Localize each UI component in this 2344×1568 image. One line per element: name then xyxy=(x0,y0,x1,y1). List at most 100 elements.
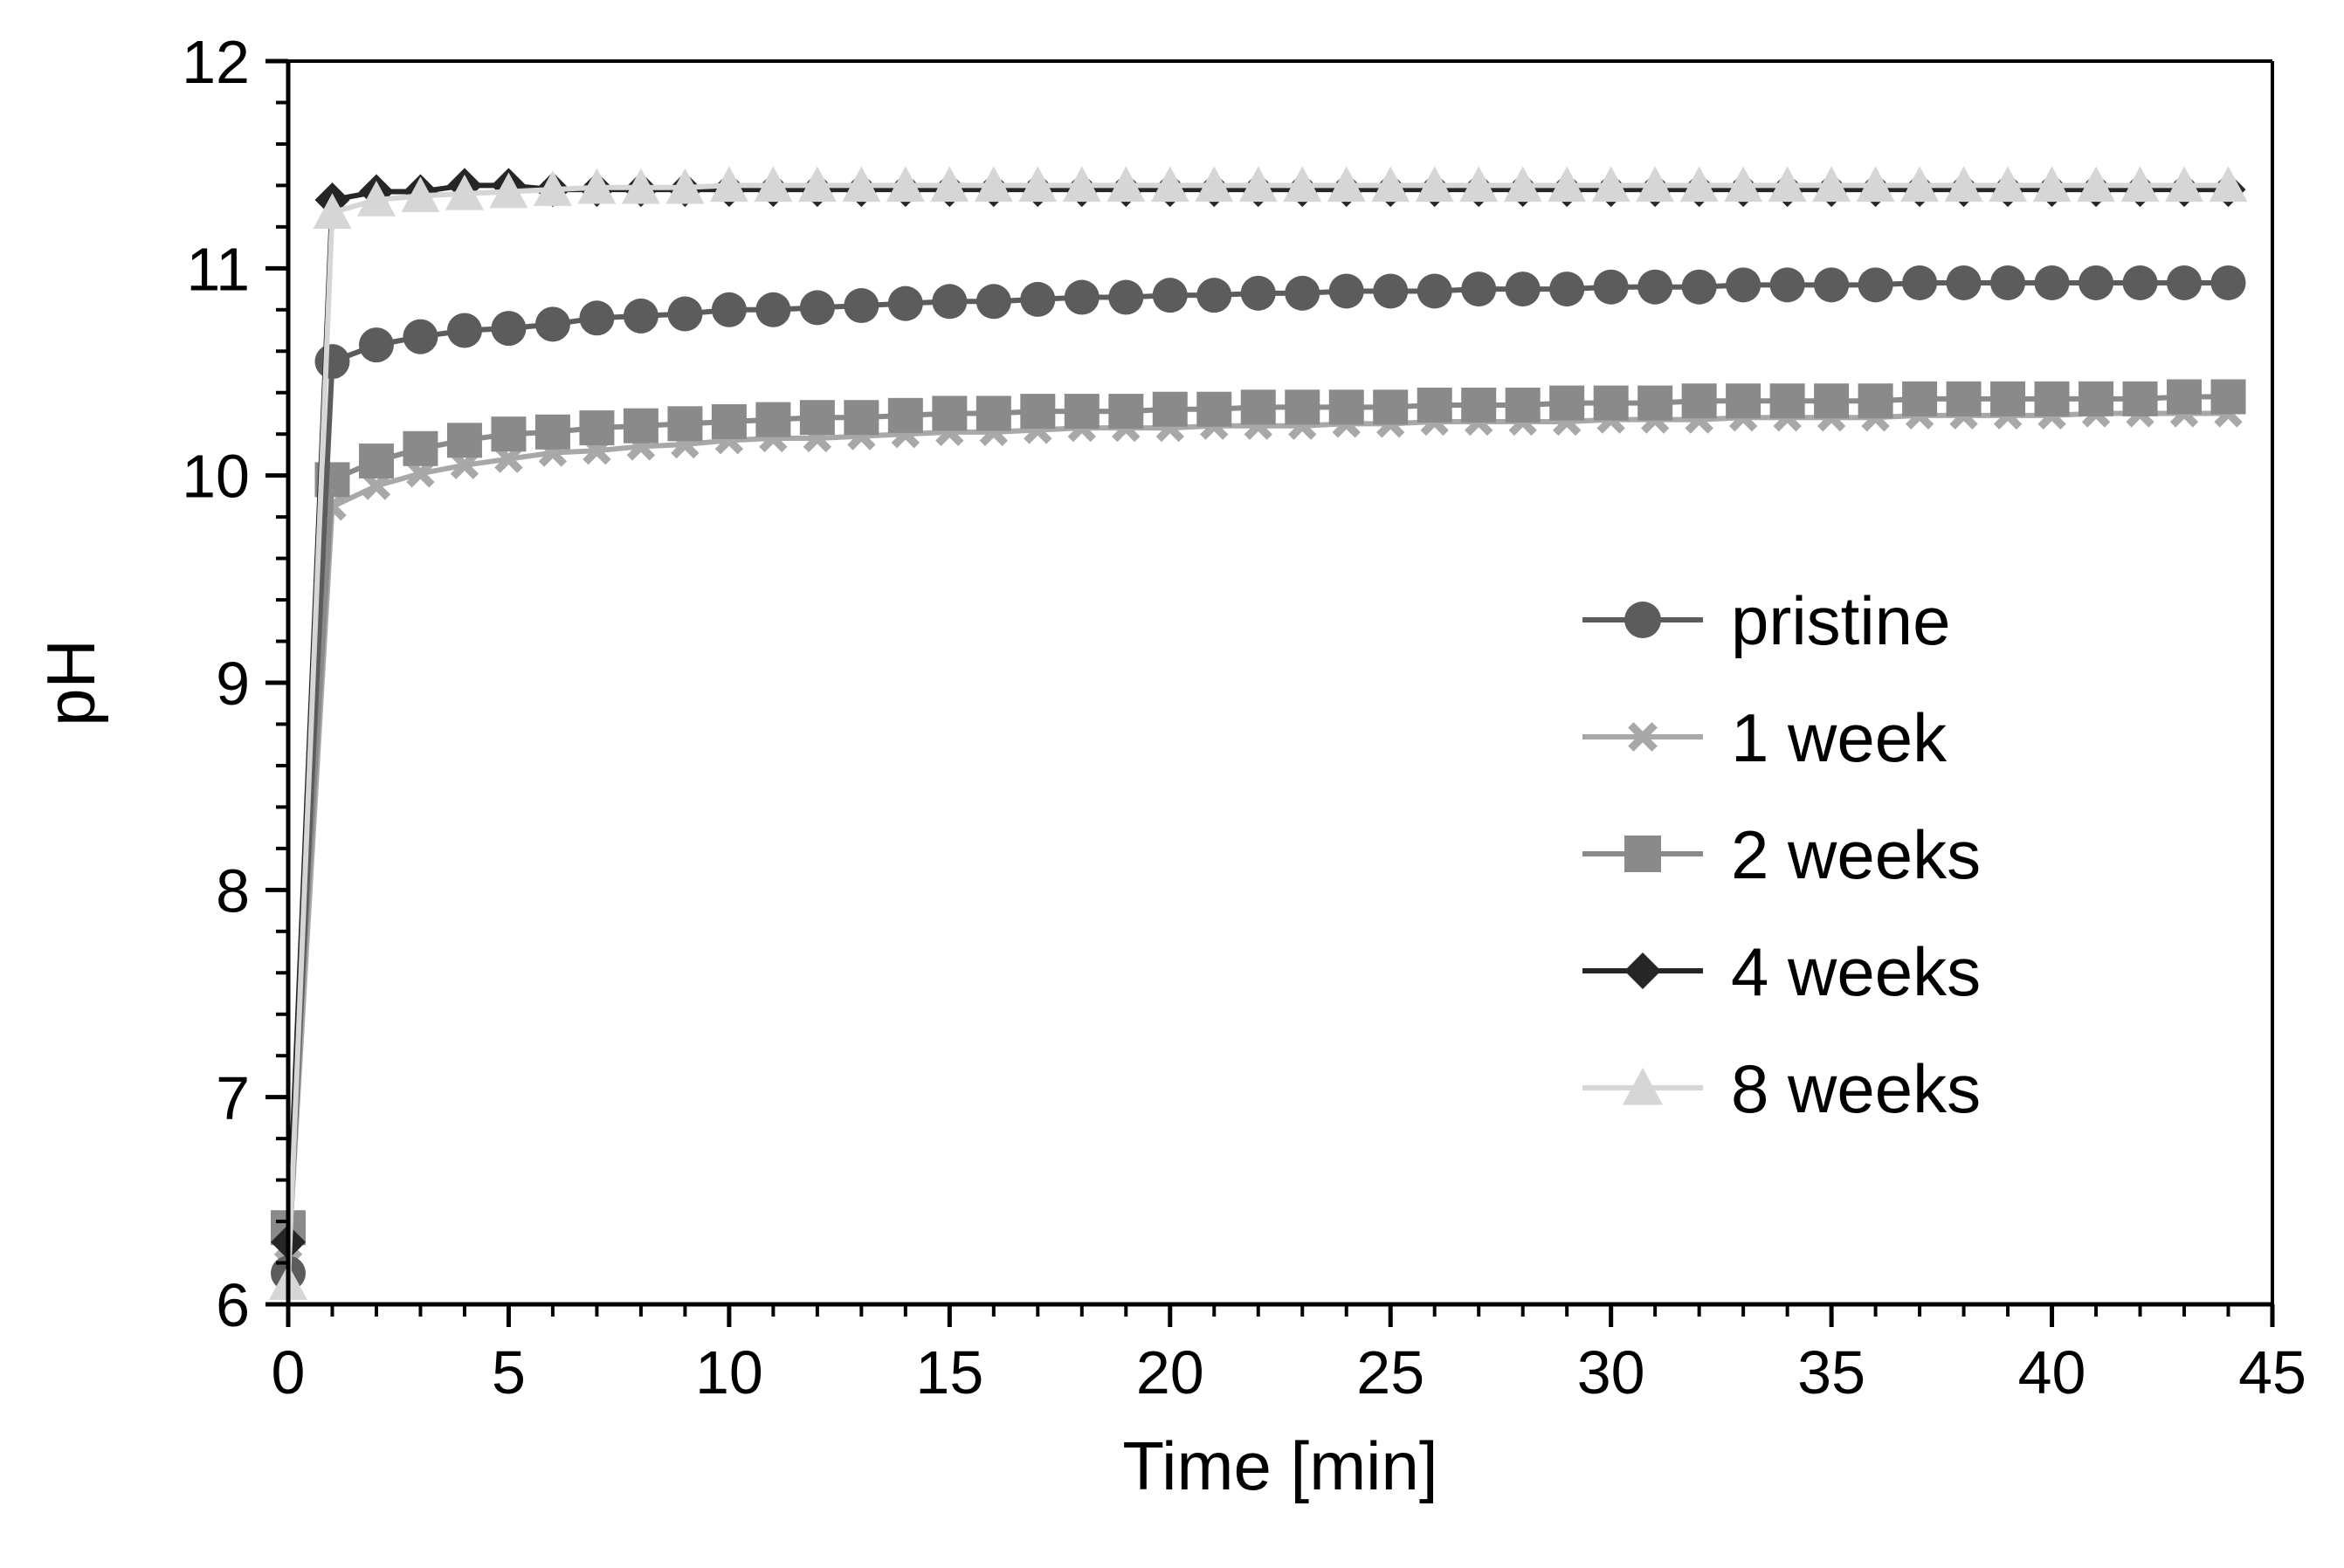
legend: pristine 1 week 2 weeks 4 weeks 8 weeks xyxy=(1582,582,1981,1127)
data-point-2-weeks xyxy=(1593,385,1629,421)
data-point-8-weeks xyxy=(445,174,484,210)
data-point-2-weeks xyxy=(491,416,527,452)
data-point-8-weeks xyxy=(621,168,660,204)
data-point-pristine xyxy=(1902,265,1938,300)
data-point-8-weeks xyxy=(533,170,572,206)
data-point-2-weeks xyxy=(534,414,570,450)
data-point-8-weeks xyxy=(1591,166,1630,203)
data-point-pristine xyxy=(1726,267,1761,303)
data-point-pristine xyxy=(1240,275,1276,311)
data-point-8-weeks xyxy=(1679,166,1719,203)
data-point-8-weeks xyxy=(1900,166,1940,203)
data-point-2-weeks xyxy=(358,444,394,479)
data-point-pristine xyxy=(976,284,1011,320)
legend-marker-square xyxy=(1624,836,1661,872)
data-point-pristine xyxy=(1549,272,1585,307)
data-point-8-weeks xyxy=(1636,166,1675,203)
x-tick-label: 20 xyxy=(1136,1338,1204,1406)
legend-item-1-week: 1 week xyxy=(1582,699,1948,776)
data-point-pristine xyxy=(534,306,570,342)
y-tick-label: 6 xyxy=(216,1271,250,1339)
data-point-pristine xyxy=(1461,272,1497,307)
data-point-pristine xyxy=(623,298,658,334)
legend-item-2-weeks: 2 weeks xyxy=(1582,816,1981,893)
data-point-8-weeks xyxy=(1018,166,1058,203)
data-point-2-weeks xyxy=(2122,381,2158,416)
ticks-layer: 6 7 8 9 10 11 12 0 5 10 15 20 25 30 35 40 45 xyxy=(182,28,2306,1406)
data-point-8-weeks xyxy=(2165,166,2204,203)
data-point-8-weeks xyxy=(2120,166,2160,203)
data-point-2-weeks xyxy=(2167,379,2203,415)
data-point-pristine xyxy=(2079,265,2114,300)
data-point-pristine xyxy=(1946,265,1982,300)
data-point-8-weeks xyxy=(2032,166,2072,203)
data-point-8-weeks xyxy=(886,166,925,203)
y-tick-label: 7 xyxy=(216,1064,250,1132)
data-point-pristine xyxy=(491,311,527,347)
data-point-2-weeks xyxy=(1946,381,1982,416)
legend-label: 2 weeks xyxy=(1731,816,1981,893)
x-tick-label: 0 xyxy=(272,1338,306,1406)
y-tick-label: 9 xyxy=(216,650,250,718)
data-point-8-weeks xyxy=(1768,166,1807,203)
data-point-8-weeks xyxy=(930,166,969,203)
data-point-2-weeks xyxy=(1152,391,1188,427)
data-point-8-weeks xyxy=(2209,166,2248,203)
data-point-pristine xyxy=(1196,278,1232,313)
data-point-8-weeks xyxy=(1238,166,1278,203)
data-point-2-weeks xyxy=(1020,394,1056,430)
x-tick-label: 35 xyxy=(1797,1338,1865,1406)
y-tick-label: 8 xyxy=(216,856,250,925)
data-point-pristine xyxy=(1417,273,1452,309)
data-point-8-weeks xyxy=(797,166,837,203)
data-point-pristine xyxy=(1152,278,1188,313)
data-point-2-weeks xyxy=(2034,381,2070,416)
data-point-2-weeks xyxy=(1285,389,1320,425)
y-tick-label: 12 xyxy=(182,28,250,96)
series-2-weeks xyxy=(271,379,2246,1246)
data-point-8-weeks xyxy=(974,166,1013,203)
legend-item-8-weeks: 8 weeks xyxy=(1582,1050,1981,1127)
data-point-8-weeks xyxy=(1812,166,1851,203)
data-point-pristine xyxy=(314,344,350,380)
data-point-pristine xyxy=(1769,267,1805,303)
data-point-8-weeks xyxy=(1283,166,1322,203)
data-point-8-weeks xyxy=(401,176,440,212)
legend-label: 4 weeks xyxy=(1731,933,1981,1010)
x-tick-label: 10 xyxy=(695,1338,763,1406)
data-point-8-weeks xyxy=(1459,166,1499,203)
legend-item-4-weeks: 4 weeks xyxy=(1582,933,1981,1010)
data-point-2-weeks xyxy=(1990,381,2026,416)
data-point-2-weeks xyxy=(1461,387,1497,423)
y-tick-label: 11 xyxy=(186,235,250,303)
legend-marker-circle xyxy=(1624,602,1661,638)
data-point-pristine xyxy=(1064,279,1100,315)
data-point-2-weeks xyxy=(2210,379,2246,415)
data-point-2-weeks xyxy=(887,397,923,433)
legend-label: 8 weeks xyxy=(1731,1050,1981,1127)
x-tick-label: 30 xyxy=(1577,1338,1645,1406)
data-point-8-weeks xyxy=(1062,166,1101,203)
data-point-8-weeks xyxy=(709,166,748,203)
data-point-pristine xyxy=(1814,267,1850,303)
data-point-8-weeks xyxy=(1107,166,1146,203)
data-point-pristine xyxy=(579,300,615,336)
data-point-8-weeks xyxy=(1371,166,1410,203)
data-point-2-weeks xyxy=(1505,387,1541,423)
data-point-2-weeks xyxy=(403,430,438,466)
data-point-8-weeks xyxy=(1195,166,1234,203)
data-point-pristine xyxy=(2034,265,2070,300)
data-point-2-weeks xyxy=(1681,383,1717,419)
data-point-2-weeks xyxy=(711,403,747,439)
data-point-2-weeks xyxy=(1769,383,1805,419)
data-point-2-weeks xyxy=(1902,381,1938,416)
data-point-2-weeks xyxy=(1637,385,1673,421)
data-point-pristine xyxy=(1373,273,1409,309)
data-point-8-weeks xyxy=(313,193,352,229)
y-tick-label: 10 xyxy=(182,443,250,511)
data-point-8-weeks xyxy=(1856,166,1895,203)
series-8-weeks xyxy=(269,166,2248,1300)
data-point-pristine xyxy=(932,284,968,320)
data-point-pristine xyxy=(1593,269,1629,305)
data-point-pristine xyxy=(844,288,879,324)
